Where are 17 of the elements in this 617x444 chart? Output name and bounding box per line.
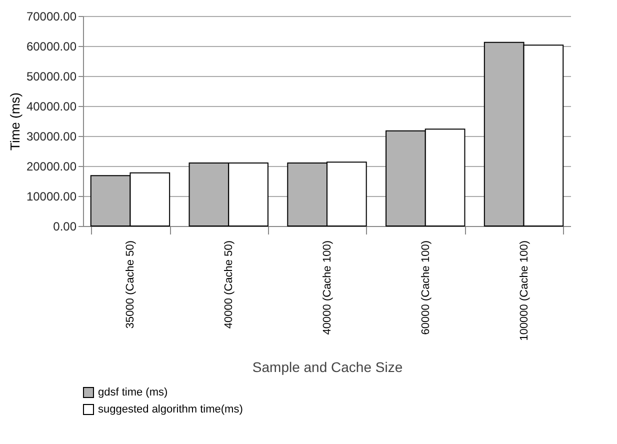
x-tick-label: 100000 (Cache 100) — [518, 240, 530, 341]
x-tick-label: 40000 (Cache 100) — [322, 240, 334, 335]
y-axis-title: Time (ms) — [7, 92, 22, 151]
y-tick-label: 10000.00 — [26, 190, 77, 204]
x-axis-title: Sample and Cache Size — [252, 358, 403, 375]
y-tick-label: 70000.00 — [26, 10, 77, 24]
y-tick-label: 60000.00 — [26, 40, 77, 54]
x-tick-label: 60000 (Cache 100) — [420, 240, 432, 335]
x-tick-label: 35000 (Cache 50) — [124, 240, 137, 329]
y-tick-label: 40000.00 — [26, 100, 77, 114]
y-tick-label: 0.00 — [53, 220, 77, 234]
y-tick-label: 50000.00 — [26, 70, 77, 84]
x-tick-label: 40000 (Cache 50) — [223, 240, 236, 329]
y-tick-label: 30000.00 — [26, 130, 77, 144]
y-tick-label: 20000.00 — [26, 160, 77, 174]
legend-label: suggested algorithm time(ms) — [98, 404, 243, 416]
legend-label: gdsf time (ms) — [98, 386, 168, 398]
